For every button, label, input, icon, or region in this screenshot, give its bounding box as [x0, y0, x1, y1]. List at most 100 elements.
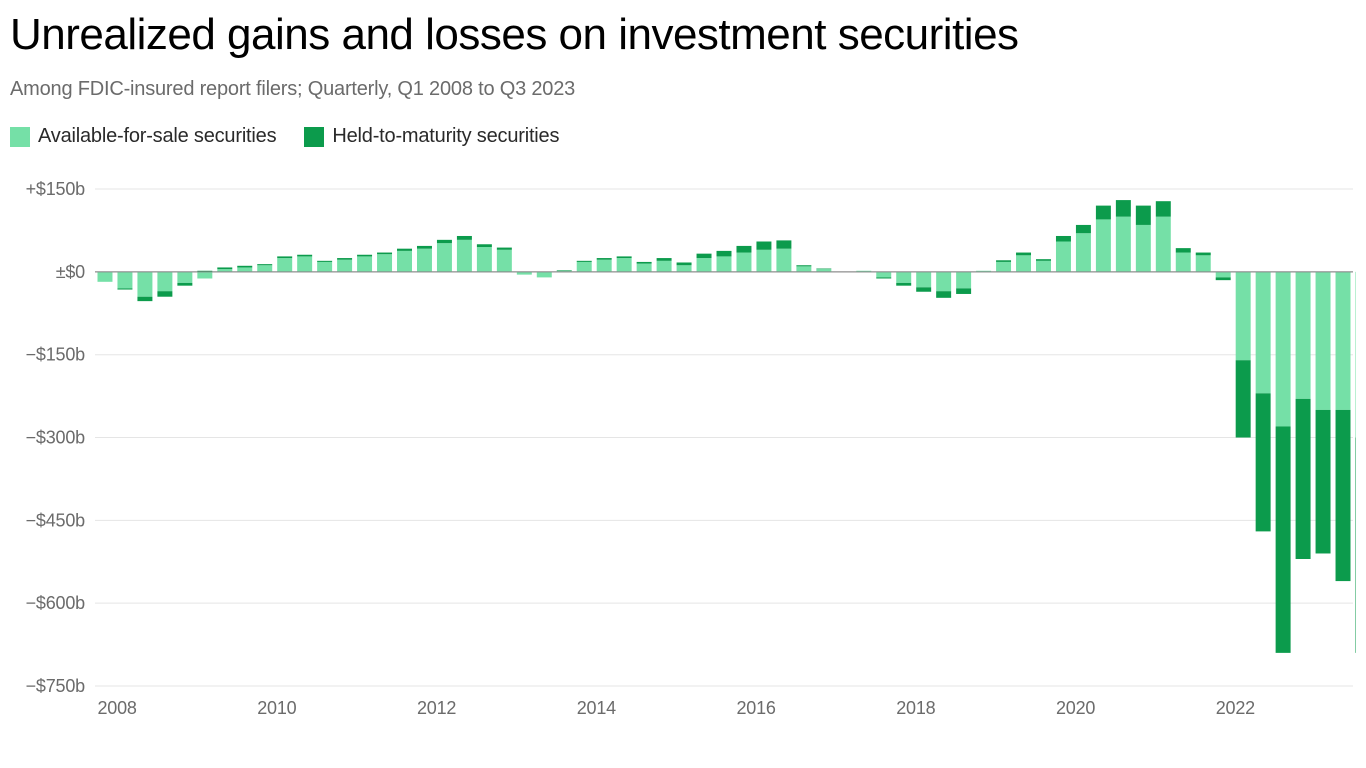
bar-htm	[1296, 399, 1311, 559]
bar-afs	[357, 256, 372, 271]
bar-htm	[497, 248, 512, 250]
bar-afs	[916, 272, 931, 287]
bar-htm	[1156, 201, 1171, 216]
bar-afs	[1176, 253, 1191, 272]
bar-htm	[1016, 253, 1031, 256]
bar-afs	[637, 264, 652, 272]
legend-label-htm: Held-to-maturity securities	[332, 125, 559, 148]
legend-item-afs: Available-for-sale securities	[10, 125, 276, 148]
bar-afs	[197, 272, 212, 279]
bar-afs	[697, 258, 712, 272]
bar-htm	[1056, 236, 1071, 242]
bar-htm	[277, 256, 292, 258]
bar-htm	[916, 287, 931, 291]
bar-afs	[996, 262, 1011, 272]
bar-afs	[537, 272, 552, 278]
bar-afs	[876, 272, 891, 278]
bar-afs	[457, 240, 472, 272]
chart-svg: +$150b±$0−$150b−$300b−$450b−$600b−$750b2…	[10, 172, 1356, 732]
bar-afs	[237, 267, 252, 271]
bar-afs	[277, 258, 292, 272]
bar-afs	[597, 260, 612, 272]
bar-htm	[637, 262, 652, 264]
bar-afs	[617, 258, 632, 272]
bar-htm	[377, 253, 392, 255]
bar-htm	[157, 291, 172, 297]
bar-afs	[657, 261, 672, 272]
bar-afs	[756, 250, 771, 272]
y-tick-label: −$750b	[26, 676, 86, 696]
x-tick-label: 2018	[896, 698, 935, 718]
bar-htm	[1036, 259, 1051, 261]
x-tick-label: 2010	[257, 698, 296, 718]
chart-title: Unrealized gains and losses on investmen…	[10, 10, 1366, 60]
y-tick-label: −$300b	[26, 428, 86, 448]
bar-afs	[377, 254, 392, 272]
bar-afs	[157, 272, 172, 291]
bar-afs	[1136, 225, 1151, 272]
bar-htm	[896, 283, 911, 286]
legend-swatch-htm	[304, 127, 324, 147]
bar-htm	[297, 255, 312, 257]
y-tick-label: −$450b	[26, 510, 86, 530]
x-tick-label: 2020	[1056, 698, 1095, 718]
bar-htm	[717, 251, 732, 257]
bar-htm	[996, 260, 1011, 262]
bar-htm	[317, 261, 332, 262]
bar-htm	[697, 254, 712, 258]
bar-htm	[137, 297, 152, 301]
bar-htm	[237, 266, 252, 268]
bar-afs	[796, 266, 811, 272]
bar-htm	[756, 242, 771, 250]
bar-afs	[1196, 255, 1211, 272]
legend-label-afs: Available-for-sale securities	[38, 125, 276, 148]
legend: Available-for-sale securities Held-to-ma…	[10, 125, 1366, 148]
bar-htm	[417, 246, 432, 249]
y-tick-label: ±$0	[56, 262, 85, 282]
bar-afs	[97, 272, 112, 282]
x-tick-label: 2016	[736, 698, 775, 718]
bar-htm	[557, 270, 572, 271]
bar-afs	[776, 249, 791, 272]
bar-afs	[437, 243, 452, 272]
bar-afs	[677, 265, 692, 272]
bar-afs	[577, 262, 592, 272]
bar-htm	[1136, 206, 1151, 225]
bar-afs	[477, 247, 492, 272]
bar-afs	[1316, 272, 1331, 410]
y-tick-label: +$150b	[26, 179, 86, 199]
bar-afs	[137, 272, 152, 297]
legend-item-htm: Held-to-maturity securities	[304, 125, 559, 148]
bar-htm	[257, 264, 272, 265]
x-tick-label: 2022	[1216, 698, 1255, 718]
x-tick-label: 2014	[577, 698, 616, 718]
bar-afs	[337, 260, 352, 272]
bar-htm	[597, 258, 612, 260]
x-tick-label: 2008	[97, 698, 136, 718]
bar-htm	[956, 288, 971, 294]
bar-htm	[577, 261, 592, 262]
bar-afs	[1216, 272, 1231, 278]
bar-htm	[1116, 200, 1131, 217]
bar-htm	[457, 236, 472, 240]
bar-htm	[1236, 360, 1251, 437]
bar-afs	[1156, 217, 1171, 272]
bar-afs	[117, 272, 132, 289]
bar-htm	[876, 277, 891, 278]
bar-afs	[1016, 255, 1031, 272]
chart-area: +$150b±$0−$150b−$300b−$450b−$600b−$750b2…	[10, 172, 1356, 732]
bar-afs	[956, 272, 971, 289]
bar-htm	[1076, 225, 1091, 233]
bar-afs	[297, 256, 312, 271]
x-tick-label: 2012	[417, 698, 456, 718]
bar-htm	[677, 262, 692, 265]
bar-afs	[1256, 272, 1271, 393]
bar-htm	[1196, 253, 1211, 256]
bar-htm	[397, 249, 412, 251]
bar-afs	[417, 249, 432, 272]
bar-afs	[936, 272, 951, 291]
bar-afs	[1096, 219, 1111, 271]
bar-afs	[896, 272, 911, 283]
bar-afs	[317, 262, 332, 272]
bar-htm	[1316, 410, 1331, 554]
